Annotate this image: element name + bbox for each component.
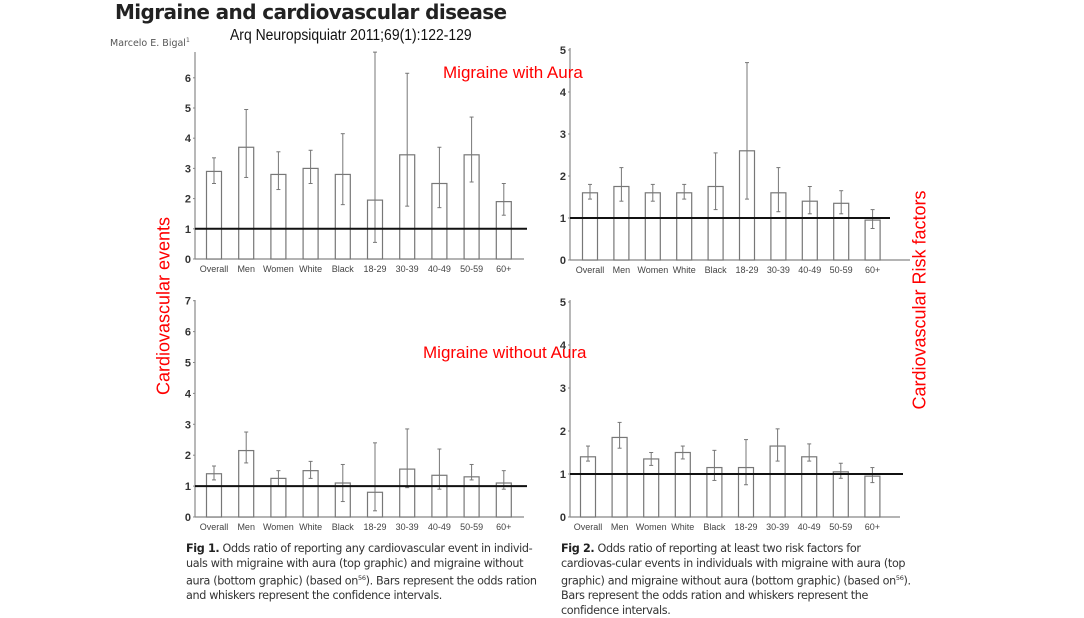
fig2-with-aura-category-label: 40-49 <box>798 265 821 275</box>
fig2-without-aura-category-label: White <box>671 522 694 532</box>
fig1-without-aura-category-label: 30-39 <box>396 522 419 532</box>
fig2-without-aura-category-label: 40-49 <box>798 522 821 532</box>
fig2-with-aura-category-label: Black <box>705 265 728 275</box>
figure-2-caption: Fig 2. Odds ratio of reporting at least … <box>561 542 913 618</box>
fig1-without-aura-category-label: 40-49 <box>428 522 451 532</box>
fig2-without-aura-y-tick-label: 3 <box>560 383 566 395</box>
fig2-with-aura-bar-Women <box>644 192 661 261</box>
fig1-without-aura-y-tick-label: 5 <box>185 358 191 370</box>
page-title: Migraine and cardiovascular disease <box>115 0 507 24</box>
author: Marcelo E. Bigal1 <box>110 37 190 49</box>
fig1-with-aura-category-label: Black <box>332 264 355 274</box>
fig2-with-aura-category-label: Women <box>637 265 668 275</box>
fig1-with-aura-category-label: 60+ <box>496 264 511 274</box>
fig1-with-aura-category-label: White <box>299 264 322 274</box>
fig2-without-aura-y-tick-label: 2 <box>560 426 566 438</box>
fig1-without-aura-category-label: Women <box>263 522 294 532</box>
annotation-with-aura: Migraine with Aura <box>443 63 583 82</box>
fig1-without-aura-category-label: White <box>299 522 322 532</box>
right-axis-annotation: Cardiovascular Risk factors <box>909 190 930 410</box>
figure-2-ref: 56 <box>895 574 904 582</box>
fig1-without-aura-y-tick-label: 3 <box>185 419 191 431</box>
figure-1-text-end: ). Bars represent the odds ration and wh… <box>186 574 537 603</box>
fig1-without-aura-category-label: 60+ <box>496 522 511 532</box>
fig1-with-aura-category-label: 40-49 <box>428 264 451 274</box>
fig2-without-aura-bar-Men <box>611 436 628 518</box>
fig1-without-aura-y-tick-label: 2 <box>185 450 191 462</box>
fig2-without-aura-category-label: Men <box>611 522 629 532</box>
figure-2-label: Fig 2. <box>561 542 595 555</box>
fig1-with-aura-y-tick-label: 2 <box>185 194 191 206</box>
fig2-with-aura-category-label: White <box>673 265 696 275</box>
fig1-without-aura-y-tick-label: 0 <box>185 512 191 524</box>
fig2-with-aura-y-tick-label: 3 <box>560 129 566 141</box>
fig2-without-aura-y-tick-label: 5 <box>560 297 566 309</box>
fig2-without-aura-y-tick-label: 0 <box>560 512 566 524</box>
fig2-without-aura-category-label: 60+ <box>865 522 880 532</box>
fig1-with-aura-bar-Overall <box>205 170 223 260</box>
figure-1-text: Odds ratio of reporting any cardiovascul… <box>186 542 533 588</box>
fig2-with-aura-bar-Overall <box>581 192 599 261</box>
fig2-without-aura-category-label: Overall <box>574 522 603 532</box>
fig2-without-aura-category-label: 18-29 <box>734 522 757 532</box>
annotation-without-aura: Migraine without Aura <box>423 343 587 362</box>
fig2-without-aura-category-label: Women <box>636 522 667 532</box>
fig2-without-aura-y-tick-label: 4 <box>560 340 567 352</box>
fig1-without-aura-y-tick-label: 7 <box>185 296 191 308</box>
fig2-with-aura-category-label: Overall <box>576 265 605 275</box>
fig2-without-aura-bar-40-49 <box>801 456 818 518</box>
fig1-with-aura-y-tick-label: 3 <box>185 163 191 175</box>
fig2-without-aura-bar-Women <box>643 458 660 518</box>
fig1-with-aura-y-tick-label: 4 <box>185 133 192 145</box>
fig1-with-aura-category-label: 50-59 <box>460 264 483 274</box>
fig1-without-aura-y-tick-label: 1 <box>185 481 191 493</box>
fig1-with-aura-category-label: 18-29 <box>363 264 386 274</box>
fig2-with-aura-y-tick-label: 1 <box>560 213 566 225</box>
fig1-without-aura-category-label: 50-59 <box>460 522 483 532</box>
left-axis-annotation: Cardiovascular events <box>153 216 174 396</box>
journal-citation: Arq Neuropsiquiatr 2011;69(1):122-129 <box>230 27 472 44</box>
fig2-with-aura-category-label: 50-59 <box>830 265 853 275</box>
fig1-without-aura-y-tick-label: 6 <box>185 327 191 339</box>
figure-1-caption: Fig 1. Odds ratio of reporting any cardi… <box>186 542 546 604</box>
fig1-without-aura-category-label: 18-29 <box>363 522 386 532</box>
fig1-with-aura-category-label: 30-39 <box>396 264 419 274</box>
figure-1-label: Fig 1. <box>186 542 220 555</box>
fig1-with-aura-category-label: Men <box>237 264 255 274</box>
fig2-without-aura-category-label: Black <box>703 522 726 532</box>
fig1-without-aura-y-tick-label: 4 <box>185 388 192 400</box>
fig2-with-aura-y-tick-label: 0 <box>560 255 566 267</box>
fig1-with-aura-category-label: Women <box>263 264 294 274</box>
fig2-without-aura-category-label: 50-59 <box>829 522 852 532</box>
figure-1-ref: 56 <box>358 574 366 582</box>
fig2-with-aura-bar-White <box>676 192 693 261</box>
author-sup: 1 <box>185 37 190 44</box>
fig2-without-aura-category-label: 30-39 <box>766 522 789 532</box>
fig2-with-aura-category-label: Men <box>613 265 631 275</box>
fig2-without-aura-bar-White <box>674 451 691 518</box>
fig2-with-aura-category-label: 60+ <box>865 265 880 275</box>
fig1-with-aura-y-tick-label: 1 <box>185 224 191 236</box>
fig2-with-aura-y-tick-label: 2 <box>560 171 566 183</box>
fig1-with-aura-y-tick-label: 0 <box>185 254 191 266</box>
fig2-with-aura-category-label: 18-29 <box>735 265 758 275</box>
fig1-without-aura-bar-50-59 <box>463 476 480 518</box>
fig1-with-aura-y-tick-label: 5 <box>185 103 191 115</box>
fig2-with-aura-y-tick-label: 4 <box>560 87 567 99</box>
fig1-with-aura-category-label: Overall <box>200 264 229 274</box>
fig2-with-aura-y-tick-label: 5 <box>560 45 566 57</box>
fig1-with-aura-y-tick-label: 6 <box>185 73 191 85</box>
fig1-without-aura-category-label: Overall <box>200 522 229 532</box>
fig1-without-aura-category-label: Black <box>332 522 355 532</box>
author-name: Marcelo E. Bigal <box>110 38 186 50</box>
fig1-without-aura-category-label: Men <box>237 522 255 532</box>
figure-2-text: Odds ratio of reporting at least two ris… <box>561 542 906 588</box>
fig2-without-aura-bar-Overall <box>579 456 597 518</box>
fig2-with-aura-category-label: 30-39 <box>767 265 790 275</box>
fig2-without-aura-y-tick-label: 1 <box>560 469 566 481</box>
